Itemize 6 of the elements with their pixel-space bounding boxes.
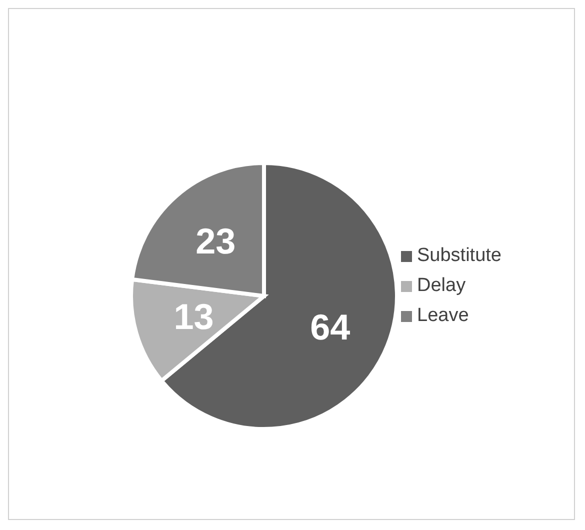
legend-label: Leave xyxy=(417,305,469,327)
legend-label: Substitute xyxy=(417,245,502,267)
data-label: 23 xyxy=(196,220,236,262)
data-label: 13 xyxy=(174,296,214,337)
legend-label: Delay xyxy=(417,275,466,297)
data-label: 64 xyxy=(310,306,350,348)
